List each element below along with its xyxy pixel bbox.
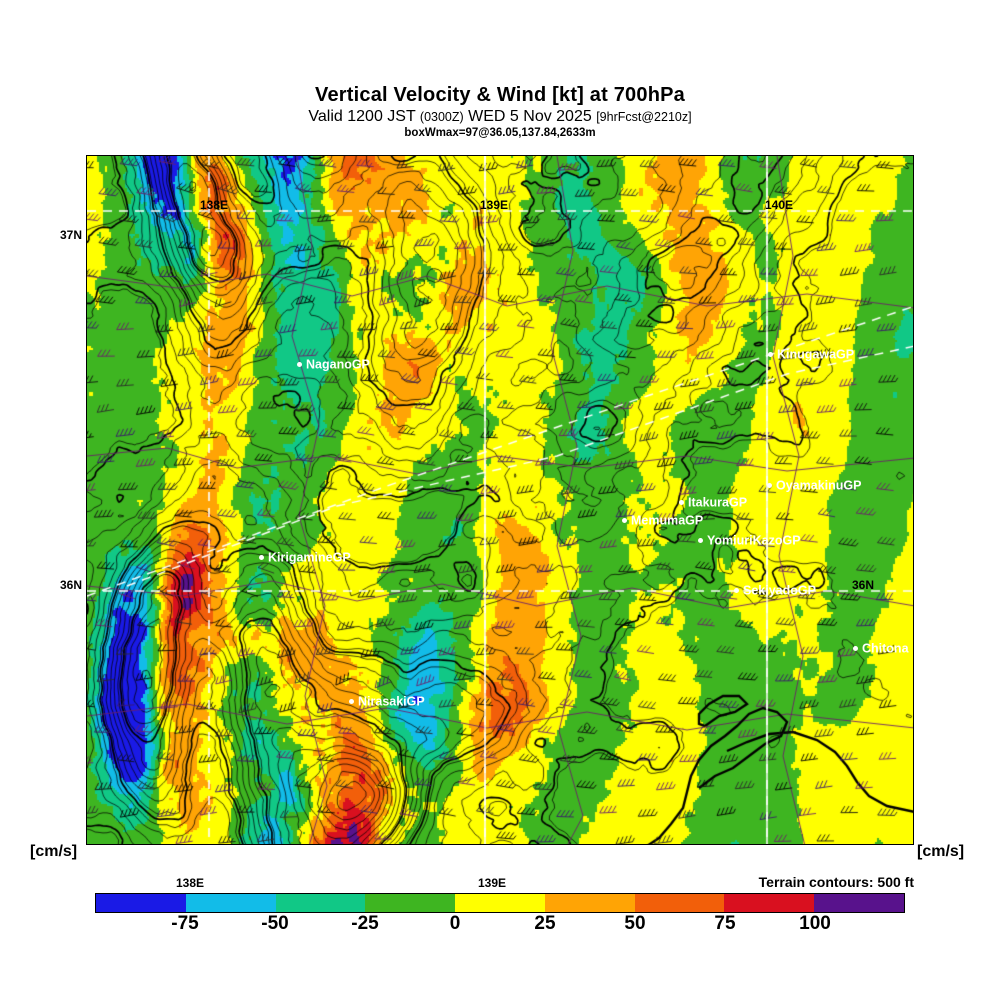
valid-utc: (0300Z) <box>419 110 464 124</box>
colorbar-tick--75: -75 <box>171 913 199 934</box>
station-label: NaganoGP <box>306 357 370 372</box>
station-marker-sekiyadogp[interactable]: SekiyadoGP <box>734 584 816 597</box>
lon-label-140e: 140E <box>765 198 794 212</box>
colorbar-segment-5 <box>544 894 635 912</box>
lon-label-bottom-139e: 139E <box>478 876 507 890</box>
colorbar-segment-3 <box>365 894 456 912</box>
station-label: OyamakinuGP <box>776 478 862 493</box>
station-dot-icon <box>734 588 739 594</box>
station-label: KirigamineGP <box>268 550 351 565</box>
station-dot-icon <box>853 646 858 652</box>
station-marker-oyamakinugp[interactable]: OyamakinuGP <box>767 479 861 492</box>
lat-label-36n-left: 36N <box>60 578 83 592</box>
colorbar-segment-1 <box>185 894 276 912</box>
station-dot-icon <box>679 500 684 506</box>
colorbar-ticks: -75 -50 -25 0 25 50 75 100 <box>95 913 905 943</box>
box-wmax-annotation: boxWmax=97@36.05,137.84,2633m <box>404 127 596 139</box>
colorbar-segment-2 <box>275 894 366 912</box>
colorbar-segment-7 <box>724 894 815 912</box>
lat-label-36n-right: 36N <box>852 578 875 592</box>
station-dot-icon <box>349 699 354 705</box>
station-marker-itakuragp[interactable]: ItakuraGP <box>679 496 747 509</box>
station-label: YomiuriKazoGP <box>707 533 801 548</box>
lon-label-139e: 139E <box>480 198 509 212</box>
station-marker-naganogp[interactable]: NaganoGP <box>297 358 370 371</box>
colorbar-tick-50: 50 <box>624 913 646 934</box>
terrain-contour-note: Terrain contours: 500 ft <box>758 874 914 890</box>
station-dot-icon <box>768 352 773 358</box>
colorbar-segment-0 <box>96 894 186 912</box>
station-marker-chitona[interactable]: Chitona <box>853 642 909 655</box>
colorbar-tick-0: 0 <box>449 913 461 934</box>
colorbar[interactable] <box>95 893 905 913</box>
unit-label-left: [cm/s] <box>30 843 78 860</box>
station-marker-nirasakigp[interactable]: NirasakiGP <box>349 695 425 708</box>
unit-label-right: [cm/s] <box>917 843 965 860</box>
forecast-tag: [9hrFcst@2210z] <box>596 110 692 124</box>
station-dot-icon <box>259 555 264 561</box>
lat-label-37n-left: 37N <box>60 228 83 242</box>
colorbar-tick-100: 100 <box>799 913 831 934</box>
valid-date: WED 5 Nov 2025 <box>468 108 592 125</box>
colorbar-segment-4 <box>455 894 545 912</box>
colorbar-segment-6 <box>634 894 725 912</box>
station-dot-icon <box>698 538 703 544</box>
valid-prefix: Valid 1200 JST <box>308 108 416 125</box>
colorbar-segment-8 <box>814 894 905 912</box>
station-label: ItakuraGP <box>688 495 748 510</box>
colorbar-tick-75: 75 <box>714 913 736 934</box>
station-marker-kirigaminegp[interactable]: KirigamineGP <box>259 551 351 564</box>
station-label: Chitona <box>862 641 909 656</box>
colorbar-tick-25: 25 <box>534 913 556 934</box>
station-label: NirasakiGP <box>358 694 425 709</box>
station-dot-icon <box>622 518 627 524</box>
colorbar-tick--50: -50 <box>261 913 289 934</box>
title-block: Vertical Velocity & Wind [kt] at 700hPa … <box>0 84 1000 140</box>
page-title: Vertical Velocity & Wind [kt] at 700hPa <box>315 84 685 106</box>
station-label: MemumaGP <box>631 513 704 528</box>
lon-label-bottom-138e: 138E <box>176 876 205 890</box>
valid-time-line: Valid 1200 JST (0300Z) WED 5 Nov 2025 [9… <box>0 107 1000 127</box>
station-label: SekiyadoGP <box>743 583 816 598</box>
station-marker-memumagp[interactable]: MemumaGP <box>622 514 703 527</box>
station-marker-yomiurikazogp[interactable]: YomiuriKazoGP <box>698 534 801 547</box>
weather-map[interactable]: NaganoGPKirigamineGPNirasakiGPFujigawaGP… <box>86 155 914 845</box>
station-dot-icon <box>767 483 772 489</box>
colorbar-tick--25: -25 <box>351 913 379 934</box>
station-label: KinugawaGP <box>777 347 855 362</box>
map-raster <box>87 156 913 844</box>
station-dot-icon <box>297 362 302 368</box>
station-marker-kinugawagp[interactable]: KinugawaGP <box>768 348 854 361</box>
lon-label-138e: 138E <box>200 198 229 212</box>
